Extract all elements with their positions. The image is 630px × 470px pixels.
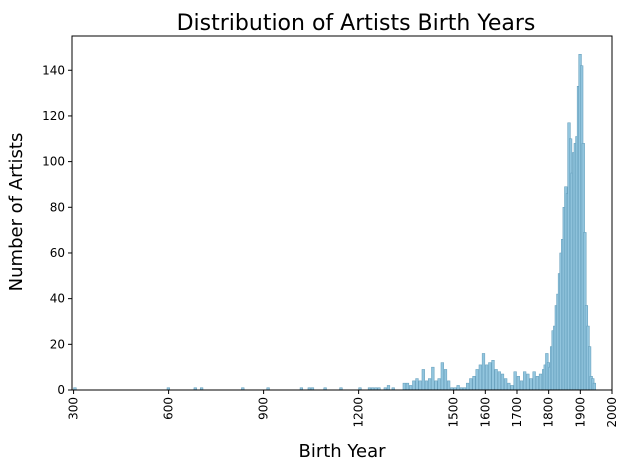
histogram-bar — [472, 376, 476, 391]
histogram-bar — [516, 376, 520, 391]
histogram-bar — [519, 380, 524, 391]
histogram-bar — [491, 360, 495, 391]
y-axis-ticks: 0 20 40 60 80 100 120 140 — [42, 63, 72, 397]
histogram-bar — [535, 376, 539, 391]
x-axis-ticks: 300 600 900 1200 1500 1600 1700 1800 1900 2000 — [67, 390, 619, 428]
histogram-bar — [469, 378, 473, 391]
histogram-bar — [466, 382, 470, 391]
x-tick-label: 1900 — [573, 397, 587, 428]
y-tick-label: 100 — [42, 155, 65, 169]
plot-frame — [71, 35, 613, 391]
bars-group — [73, 54, 596, 391]
x-tick-label: 1600 — [478, 397, 492, 428]
x-tick-label: 1500 — [447, 397, 461, 428]
histogram-bar — [402, 382, 406, 391]
y-tick-label: 40 — [50, 292, 65, 306]
histogram-bar — [415, 378, 419, 391]
histogram-bar — [456, 385, 460, 391]
histogram-bar — [443, 369, 448, 391]
histogram-bar — [538, 373, 543, 391]
x-tick-label: 2000 — [605, 397, 619, 428]
y-tick-label: 20 — [50, 337, 65, 351]
histogram-bar — [409, 385, 413, 391]
histogram-bar — [431, 366, 435, 391]
x-tick-label: 1200 — [352, 397, 366, 428]
x-tick-label: 900 — [257, 397, 271, 420]
histogram-bar — [478, 364, 482, 391]
x-tick-label: 300 — [67, 397, 81, 420]
x-tick-label: 1700 — [510, 397, 524, 428]
histogram-bar — [428, 378, 432, 391]
histogram-bar — [405, 382, 410, 391]
histogram-bar — [437, 378, 441, 391]
x-tick-label: 600 — [162, 397, 176, 420]
y-tick-label: 80 — [50, 200, 65, 214]
histogram-bar — [424, 380, 429, 391]
histogram-bar — [418, 380, 422, 391]
histogram-bar — [494, 369, 498, 391]
y-tick-label: 120 — [42, 109, 65, 123]
histogram-bar — [386, 385, 391, 391]
histogram-bar — [485, 364, 489, 391]
histogram-bar — [526, 373, 530, 391]
histogram-bar — [497, 371, 501, 391]
histogram-bar — [513, 371, 517, 391]
histogram-bar — [412, 380, 416, 391]
histogram-bar — [440, 362, 444, 391]
histogram-bar — [481, 353, 486, 391]
histogram-bar — [447, 380, 451, 391]
histogram-bar — [488, 362, 492, 391]
histogram-bar — [532, 371, 536, 391]
chart-title: Distribution of Artists Birth Years — [177, 11, 536, 36]
histogram-bar — [529, 378, 533, 391]
histogram-bar — [523, 371, 527, 391]
histogram-bar — [507, 382, 511, 391]
histogram-bar — [510, 385, 514, 391]
x-axis-label: Birth Year — [298, 441, 386, 462]
histogram-bar — [421, 369, 425, 391]
histogram-bar — [500, 373, 505, 391]
histogram-bar — [475, 369, 479, 391]
y-tick-label: 0 — [57, 383, 65, 397]
histogram-bar — [504, 378, 508, 391]
y-tick-label: 140 — [42, 63, 65, 77]
x-tick-label: 1800 — [542, 397, 556, 428]
y-tick-label: 60 — [50, 246, 65, 260]
histogram-bar — [434, 380, 438, 391]
y-axis-label: Number of Artists — [6, 133, 27, 292]
histogram-bar — [592, 382, 596, 391]
